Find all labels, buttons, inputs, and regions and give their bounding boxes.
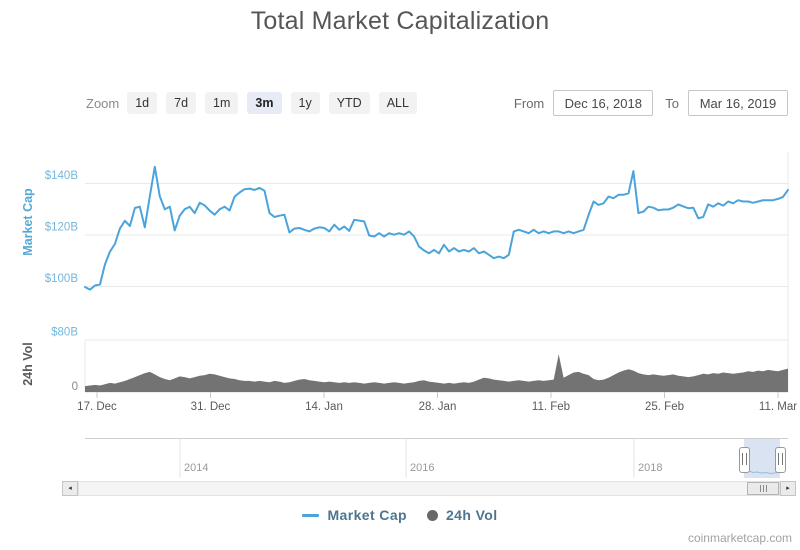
scrollbar-right-button[interactable]: ▸ xyxy=(780,481,796,496)
x-tick-3: 28. Jan xyxy=(419,401,457,413)
from-date-input[interactable] xyxy=(553,90,654,116)
y-tick-120b: $120B xyxy=(45,222,79,234)
to-date-input[interactable] xyxy=(688,90,788,116)
zoom-button-1y[interactable]: 1y xyxy=(290,92,320,114)
x-tick-5: 25. Feb xyxy=(645,401,684,413)
zoom-button-7d[interactable]: 7d xyxy=(166,92,197,114)
gridlines xyxy=(84,152,789,393)
volume-area-series[interactable] xyxy=(85,354,788,392)
navigator-year-2014: 2014 xyxy=(184,462,209,474)
navigator-handle-right[interactable] xyxy=(775,447,786,473)
zoom-label: Zoom xyxy=(86,95,120,111)
y-axis-title-market-cap: Market Cap xyxy=(21,188,35,256)
y-tick-140b: $140B xyxy=(45,170,79,182)
dot-swatch-icon xyxy=(426,509,438,521)
y-tick-80b: $80B xyxy=(51,327,78,339)
legend: Market Cap 24h Vol xyxy=(0,507,800,523)
scrollbar-thumb[interactable] xyxy=(747,482,779,495)
to-label: To xyxy=(665,95,679,111)
scrollbar-left-button[interactable]: ◂ xyxy=(62,481,78,496)
x-tick-1: 31. Dec xyxy=(191,401,231,413)
date-range: From To xyxy=(513,90,788,116)
chart-title: Total Market Capitalization xyxy=(250,7,550,35)
x-tick-2: 14. Jan xyxy=(305,401,343,413)
zoom-button-1d[interactable]: 1d xyxy=(127,92,158,114)
y-axis-title-24h-vol: 24h Vol xyxy=(21,342,35,386)
market-cap-line-series[interactable] xyxy=(84,165,789,291)
from-label: From xyxy=(513,95,545,111)
x-tick-4: 11. Feb xyxy=(532,401,570,413)
x-tick-6: 11. Mar xyxy=(759,401,797,413)
scroll-right-icon: ▸ xyxy=(786,485,790,492)
y-tick-0: 0 xyxy=(72,381,78,393)
scrollbar-track[interactable] xyxy=(78,481,780,496)
legend-item-market-cap[interactable]: Market Cap xyxy=(302,507,407,523)
line-swatch-icon xyxy=(302,513,320,517)
navigator-selection[interactable] xyxy=(744,439,780,478)
zoom-button-ytd[interactable]: YTD xyxy=(328,92,370,114)
zoom-button-1m[interactable]: 1m xyxy=(205,92,239,114)
legend-label-24h-vol: 24h Vol xyxy=(445,507,498,523)
navigator-grid xyxy=(85,438,788,478)
zoom-button-3m[interactable]: 3m xyxy=(247,92,282,114)
x-axis-ticks xyxy=(96,392,779,398)
y-tick-100b: $100B xyxy=(45,273,79,285)
zoom-button-all[interactable]: ALL xyxy=(378,92,417,114)
navigator-year-2018: 2018 xyxy=(638,462,663,474)
navigator-year-2016: 2016 xyxy=(410,462,435,474)
credits-link[interactable]: coinmarketcap.com xyxy=(687,531,792,545)
x-tick-0: 17. Dec xyxy=(77,401,117,413)
navigator-handle-left[interactable] xyxy=(739,447,750,473)
legend-label-market-cap: Market Cap xyxy=(327,507,407,523)
range-selector: Zoom 1d 7d 1m 3m 1y YTD ALL xyxy=(86,91,426,115)
scroll-left-icon: ◂ xyxy=(68,485,72,492)
legend-item-24h-vol[interactable]: 24h Vol xyxy=(426,507,498,523)
